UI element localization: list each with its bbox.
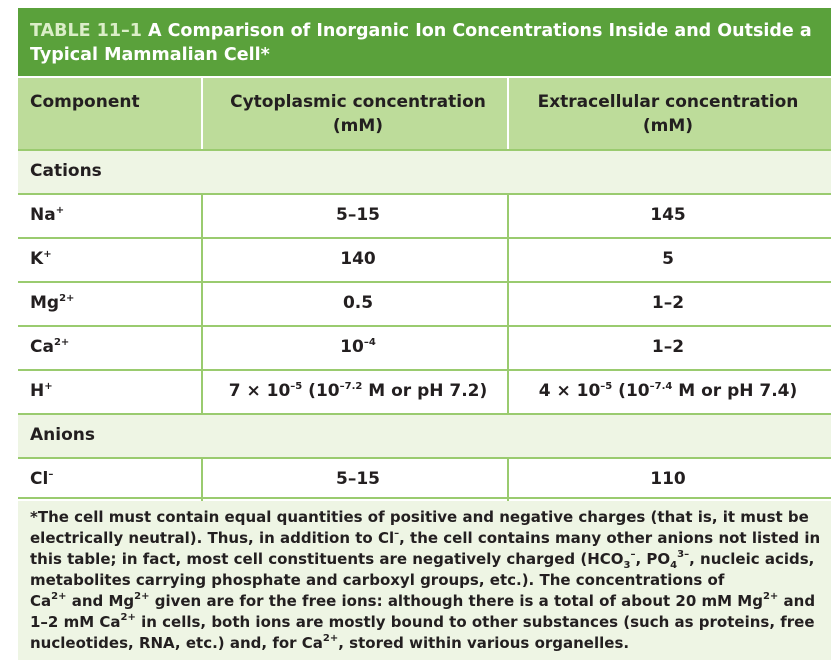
table-row-mg: Mg2+ 0.5 1–2 <box>18 281 831 325</box>
cytoplasmic-cell: 0.5 <box>342 293 374 313</box>
table-row-k: K+ 140 5 <box>18 237 831 281</box>
table-row-h: H+ 7 × 10–5 (10–7.2 M or pH 7.2) 4 × 10–… <box>18 369 831 413</box>
table-title: TABLE 11–1 A Comparison of Inorganic Ion … <box>18 8 831 76</box>
component-cell: Mg2+ <box>30 293 75 313</box>
table-row-cl: Cl– 5–15 110 <box>18 457 831 501</box>
extracellular-cell: 1–2 <box>651 337 685 357</box>
cytoplasmic-cell: 140 <box>340 249 376 269</box>
header-component: Component <box>30 92 140 112</box>
section-label: Anions <box>30 425 95 445</box>
column-divider <box>507 239 509 281</box>
column-divider <box>507 371 509 413</box>
column-divider <box>201 195 203 237</box>
column-divider <box>201 239 203 281</box>
header-cytoplasmic: Cytoplasmic concentration (mM) <box>230 92 486 136</box>
component-cell: Cl– <box>30 469 54 489</box>
column-divider <box>201 327 203 369</box>
header-divider <box>507 78 509 149</box>
cytoplasmic-cell: 5–15 <box>336 469 380 489</box>
table-title-text: A Comparison of Inorganic Ion Concentrat… <box>30 21 812 65</box>
table-row-na: Na+ 5–15 145 <box>18 193 831 237</box>
component-cell: H+ <box>30 381 53 401</box>
table-header-row: Component Cytoplasmic concentration (mM) … <box>18 76 831 149</box>
column-divider <box>507 459 509 501</box>
section-label: Cations <box>30 161 102 181</box>
extracellular-cell: 4 × 10–5 (10–7.4 M or pH 7.4) <box>538 381 798 401</box>
column-divider <box>507 283 509 325</box>
table-footnote: *The cell must contain equal quantities … <box>18 497 831 660</box>
column-divider <box>201 283 203 325</box>
component-cell: Ca2+ <box>30 337 70 357</box>
extracellular-cell: 110 <box>650 469 686 489</box>
column-divider <box>201 371 203 413</box>
column-divider <box>507 327 509 369</box>
table-frame: TABLE 11–1 A Comparison of Inorganic Ion … <box>18 8 831 660</box>
extracellular-cell: 5 <box>662 249 674 269</box>
section-cations: Cations <box>18 149 831 193</box>
cytoplasmic-cell: 5–15 <box>336 205 380 225</box>
column-divider <box>507 195 509 237</box>
cytoplasmic-cell: 7 × 10–5 (10–7.2 M or pH 7.2) <box>228 381 488 401</box>
component-cell: K+ <box>30 249 52 269</box>
cytoplasmic-cell: 10–4 <box>340 337 376 357</box>
column-divider <box>201 459 203 501</box>
header-divider <box>201 78 203 149</box>
section-anions: Anions <box>18 413 831 457</box>
extracellular-cell: 145 <box>650 205 686 225</box>
header-extracellular: Extracellular concentration (mM) <box>537 92 799 136</box>
table-label: TABLE 11–1 <box>30 21 142 41</box>
component-cell: Na+ <box>30 205 65 225</box>
table-row-ca: Ca2+ 10–4 1–2 <box>18 325 831 369</box>
extracellular-cell: 1–2 <box>651 293 685 313</box>
